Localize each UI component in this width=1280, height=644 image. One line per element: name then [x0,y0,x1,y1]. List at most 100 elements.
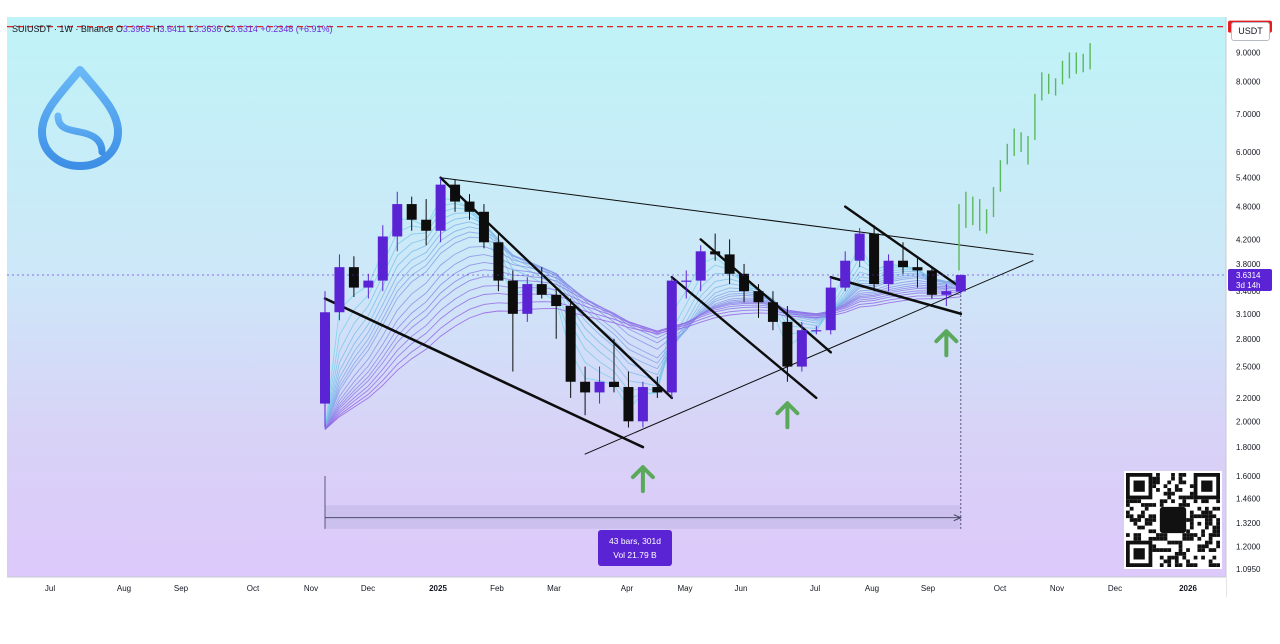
qr-module [1182,495,1187,500]
candle-body [478,211,489,243]
ema-ribbon-line [324,254,961,430]
qr-module [1137,518,1142,522]
price-tick-label: 2.8000 [1236,335,1261,344]
qr-module [1167,548,1172,552]
qr-module [1167,495,1172,500]
high-label: H [152,24,160,34]
qr-module [1126,503,1130,507]
candle-body [392,204,403,237]
qr-module [1189,484,1194,489]
current-price-badge [1228,269,1272,292]
qr-module [1197,514,1202,519]
qr-module [1141,503,1145,507]
qr-module [1174,540,1179,545]
qr-module [1163,559,1168,564]
candle-body [869,233,880,285]
countdown-label: 3d 14h [1236,281,1260,290]
candle-body [334,267,345,313]
qr-module [1182,503,1187,507]
candle-body [348,267,359,288]
qr-module [1148,503,1153,507]
qr-module [1216,525,1220,530]
candle-body [551,294,562,307]
qr-module [1171,555,1175,560]
qr-module [1152,480,1157,485]
qr-module [1148,514,1153,519]
qr-module [1189,533,1194,537]
qr-module [1204,506,1209,511]
qr-module [1156,480,1160,485]
qr-module [1189,495,1194,500]
qr-module [1167,488,1172,492]
candle-body [594,381,605,393]
qr-module [1186,518,1190,522]
qr-module [1189,525,1194,530]
trendline [584,260,1034,455]
candle-body [565,306,576,382]
qr-module [1133,521,1138,526]
axes: Jul Aug Sep Oct Nov Dec 2025 Feb Mar Apr May Jun Jul… [7,20,1272,593]
qr-module [1201,510,1205,515]
time-axis-label: Sep [921,584,936,593]
qr-module [1137,514,1142,519]
qr-module [1189,514,1194,519]
qr-module [1216,533,1220,537]
qr-module [1182,480,1187,485]
qr-module [1189,491,1194,496]
qr-module [1204,544,1209,549]
qr-module [1186,563,1190,567]
qr-module [1126,514,1130,519]
time-axis-label: Oct [247,584,260,593]
qr-module [1126,499,1130,504]
qr-module [1156,473,1160,477]
qr-module [1156,536,1160,541]
qr-module [1208,559,1213,564]
qr-module [1208,518,1213,522]
ema-ribbon-line [324,236,961,430]
qr-module [1208,521,1213,526]
currency-unit-button[interactable]: USDT [1231,22,1270,41]
price-tick-label: 3.1000 [1236,310,1261,319]
qr-module [1159,533,1164,537]
candle-body [753,291,764,303]
time-axis-label: Jul [45,584,55,593]
candle-body [435,184,446,231]
qr-module [1201,548,1205,552]
qr-module [1156,488,1160,492]
qr-module [1208,540,1213,545]
qr-module [1193,555,1198,560]
candle-body [695,251,706,281]
qr-module [1174,488,1179,492]
candle-body [898,260,908,268]
candle-body [580,381,591,393]
qr-module [1212,514,1217,519]
candle-body [464,201,475,212]
qr-module [1171,491,1175,496]
qr-module [1133,536,1138,541]
projection-series [958,43,1091,271]
candle-body [710,251,721,255]
ema-ribbon-line [324,291,961,430]
qr-module [1167,559,1172,564]
qr-module [1212,506,1217,511]
qr-module [1208,533,1213,537]
time-axis-label: Feb [490,584,504,593]
qr-module [1182,473,1187,477]
qr-module [1163,536,1168,541]
qr-module [1163,499,1168,504]
qr-module [1144,503,1149,507]
qr-module [1212,525,1217,530]
qr-module [1178,551,1183,556]
up-arrow-icon [630,465,655,494]
open-value: 3.3965 [122,24,151,34]
qr-module [1216,529,1220,534]
qr-module [1178,548,1183,552]
qr-module [1197,544,1202,549]
ema-ribbon-line [324,226,961,430]
price-tick-label: 7.0000 [1236,110,1261,119]
time-axis-label: Sep [174,584,189,593]
time-axis-label: Mar [547,584,561,593]
qr-module [1152,514,1157,519]
qr-module [1133,533,1138,537]
